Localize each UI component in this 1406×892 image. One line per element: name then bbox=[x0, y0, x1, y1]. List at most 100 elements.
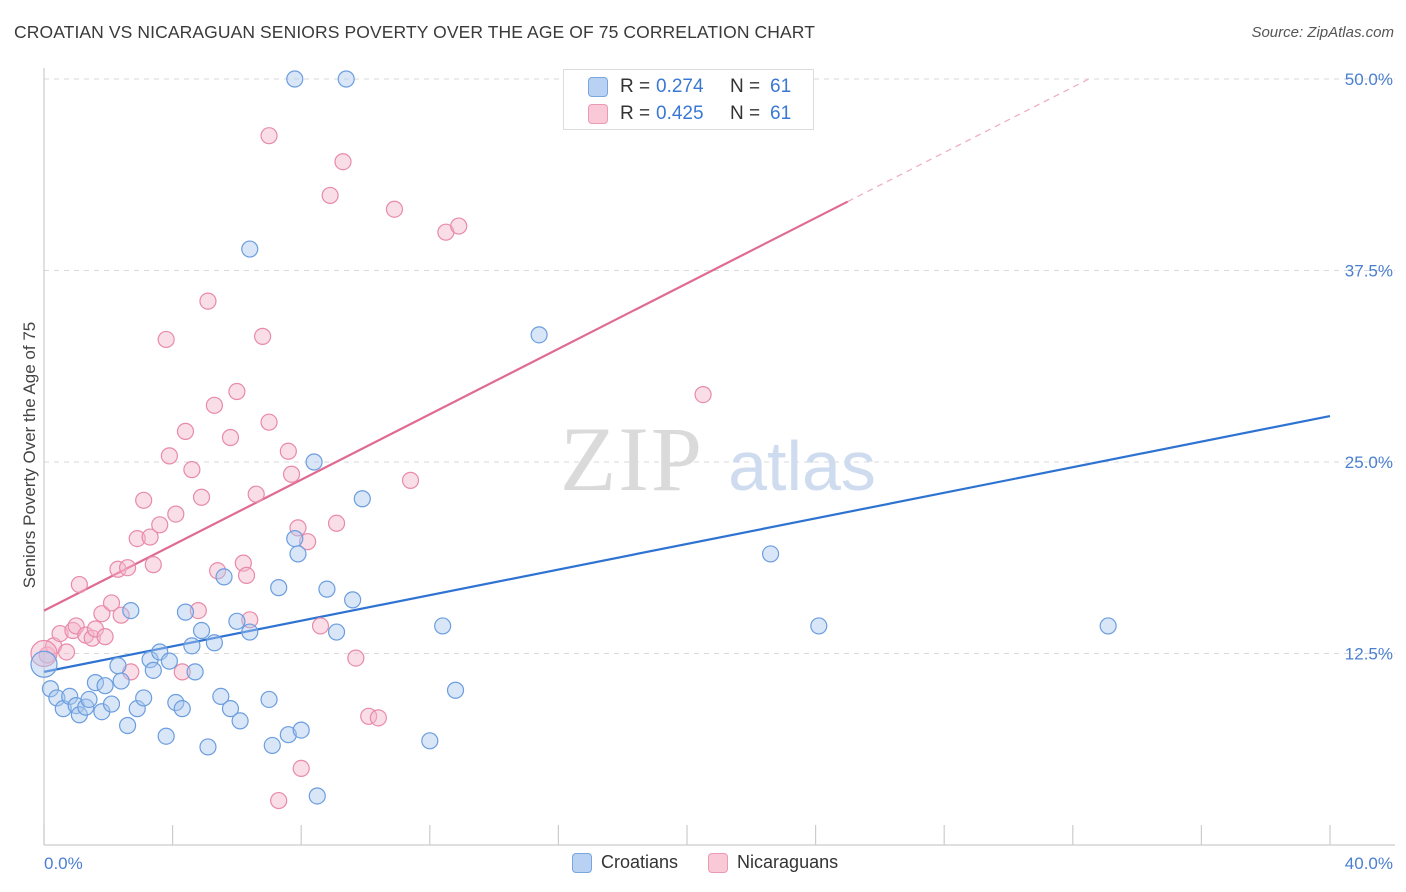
point-croatians bbox=[144, 661, 162, 679]
series-label-nicaraguans: Nicaraguans bbox=[737, 852, 839, 872]
point-croatians bbox=[112, 672, 130, 690]
point-croatians bbox=[810, 617, 828, 635]
point-croatians bbox=[353, 490, 371, 508]
axis-layer bbox=[43, 68, 1395, 846]
point-nicaraguans bbox=[221, 428, 240, 447]
point-croatians bbox=[318, 580, 336, 598]
source-label: Source: ZipAtlas.com bbox=[1251, 24, 1394, 41]
point-nicaraguans bbox=[192, 488, 211, 506]
point-croatians bbox=[122, 602, 140, 620]
watermark-zip: ZIP bbox=[560, 408, 704, 510]
legend-n-value: 61 bbox=[770, 103, 792, 124]
point-croatians bbox=[199, 738, 217, 756]
legend-r-label: R = bbox=[620, 103, 651, 124]
y-tick-label: 37.5% bbox=[1345, 262, 1393, 281]
point-croatians bbox=[530, 326, 548, 344]
point-nicaraguans bbox=[401, 471, 420, 489]
series-legend-croatians[interactable]: Croatians bbox=[572, 852, 678, 873]
point-nicaraguans bbox=[160, 447, 178, 465]
points-layer bbox=[30, 70, 1117, 810]
series-swatch-croatians bbox=[572, 852, 592, 873]
point-croatians bbox=[327, 623, 346, 641]
point-croatians bbox=[337, 70, 355, 88]
point-croatians bbox=[192, 621, 211, 640]
y-tick-label: 12.5% bbox=[1345, 645, 1393, 664]
point-nicaraguans bbox=[385, 200, 404, 218]
point-croatians bbox=[279, 726, 297, 744]
point-croatians bbox=[308, 787, 326, 805]
point-nicaraguans bbox=[254, 327, 272, 345]
point-croatians bbox=[212, 687, 230, 705]
point-croatians bbox=[173, 700, 191, 718]
point-croatians bbox=[96, 677, 114, 695]
y-tick-label: 25.0% bbox=[1345, 453, 1393, 472]
point-croatians bbox=[286, 70, 304, 88]
point-croatians bbox=[434, 617, 452, 635]
point-nicaraguans bbox=[83, 629, 101, 647]
legend-row-nicaraguans: R = 0.425 N = 61 bbox=[588, 103, 791, 125]
point-croatians bbox=[86, 674, 105, 692]
point-nicaraguans bbox=[167, 505, 185, 523]
point-croatians bbox=[221, 700, 240, 718]
point-nicaraguans bbox=[112, 606, 130, 624]
legend-n-value: 61 bbox=[770, 76, 792, 97]
point-nicaraguans bbox=[311, 617, 330, 635]
point-croatians bbox=[157, 727, 175, 745]
series-swatch-nicaraguans bbox=[708, 852, 729, 873]
point-nicaraguans bbox=[93, 605, 111, 623]
trendline-nicaraguans-extension bbox=[847, 78, 1090, 203]
point-croatians bbox=[167, 693, 185, 712]
point-nicaraguans bbox=[144, 556, 162, 574]
point-croatians bbox=[128, 700, 146, 718]
point-nicaraguans bbox=[173, 663, 191, 681]
series-legend-nicaraguans[interactable]: Nicaraguans bbox=[708, 852, 838, 873]
point-nicaraguans bbox=[282, 465, 301, 483]
point-croatians bbox=[421, 732, 439, 750]
legend-r-value: 0.274 bbox=[656, 76, 704, 97]
point-croatians bbox=[260, 690, 278, 709]
point-croatians bbox=[215, 568, 233, 586]
series-legend: Croatians Nicaraguans bbox=[572, 852, 838, 873]
point-croatians bbox=[228, 612, 246, 630]
point-nicaraguans bbox=[237, 566, 256, 584]
point-croatians bbox=[241, 623, 259, 641]
point-nicaraguans bbox=[347, 649, 365, 667]
point-croatians bbox=[1099, 617, 1117, 635]
point-nicaraguans bbox=[299, 533, 317, 551]
legend-swatch-croatians bbox=[588, 77, 608, 97]
point-nicaraguans bbox=[135, 491, 153, 509]
point-nicaraguans bbox=[292, 759, 310, 778]
tick-label-layer: 12.5% 25.0% 37.5% 50.0% 0.0% 40.0% bbox=[44, 70, 1393, 873]
point-nicaraguans bbox=[270, 791, 288, 810]
point-nicaraguans bbox=[289, 519, 307, 537]
point-croatians bbox=[61, 687, 79, 705]
point-croatians bbox=[41, 680, 60, 698]
point-croatians bbox=[205, 634, 223, 652]
point-nicaraguans bbox=[70, 575, 88, 594]
point-nicaraguans bbox=[141, 528, 159, 546]
point-nicaraguans bbox=[51, 624, 69, 643]
point-nicaraguans bbox=[334, 153, 352, 171]
trendline-croatians bbox=[43, 414, 1331, 673]
watermark-atlas: atlas bbox=[728, 427, 876, 505]
point-croatians bbox=[761, 545, 780, 563]
point-croatians bbox=[292, 721, 310, 739]
point-croatians bbox=[305, 453, 323, 471]
point-nicaraguans bbox=[102, 594, 121, 612]
point-nicaraguans bbox=[327, 514, 346, 532]
legend-swatch-nicaraguans bbox=[588, 104, 608, 124]
trend-layer bbox=[43, 78, 1331, 673]
point-nicaraguans bbox=[260, 413, 278, 431]
point-nicaraguans bbox=[260, 127, 278, 145]
point-nicaraguans bbox=[694, 385, 712, 404]
point-nicaraguans bbox=[369, 709, 387, 727]
point-croatians bbox=[118, 716, 137, 735]
point-nicaraguans bbox=[118, 559, 137, 577]
point-nicaraguans bbox=[151, 516, 169, 534]
point-croatians bbox=[263, 736, 281, 755]
point-nicaraguans bbox=[450, 217, 468, 235]
point-croatians bbox=[109, 657, 127, 675]
point-croatians bbox=[160, 652, 178, 670]
point-nicaraguans bbox=[205, 396, 223, 414]
